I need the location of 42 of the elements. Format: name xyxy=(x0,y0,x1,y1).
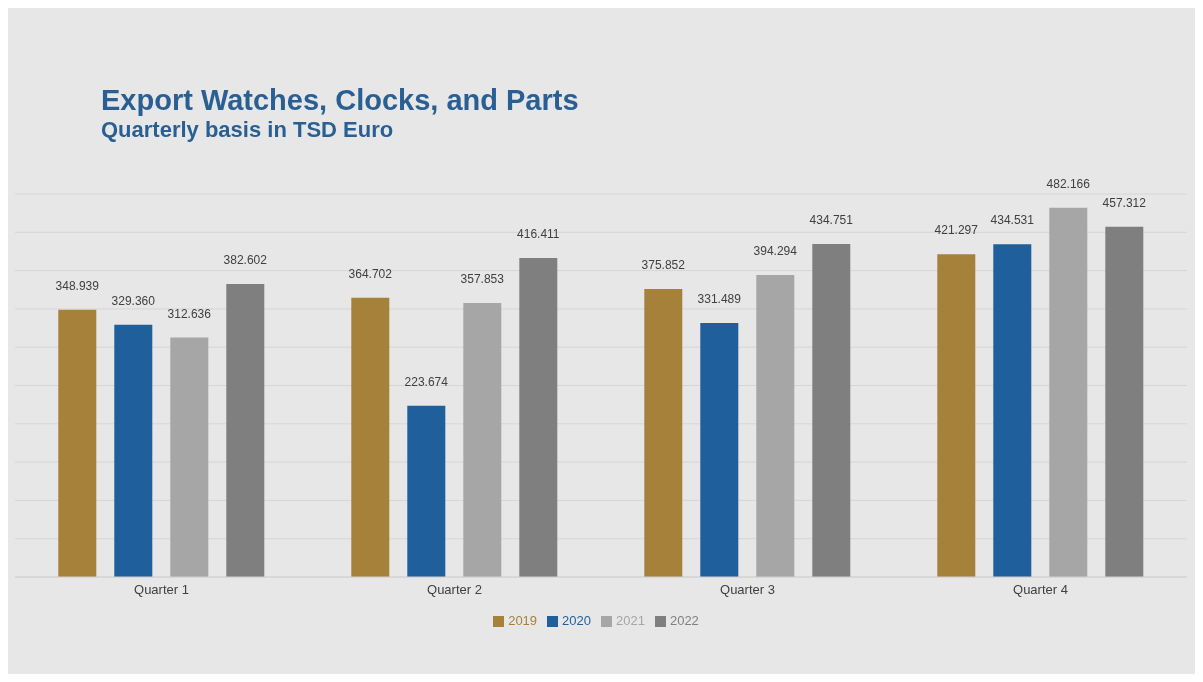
data-label: 434.531 xyxy=(990,213,1035,228)
bar xyxy=(58,309,97,577)
bar xyxy=(407,405,446,577)
data-label: 434.751 xyxy=(809,212,854,227)
data-label: 223.674 xyxy=(404,374,449,389)
bar xyxy=(1105,226,1144,577)
bar xyxy=(700,323,739,577)
data-label: 382.602 xyxy=(223,252,268,267)
bar xyxy=(170,337,209,577)
legend-label: 2020 xyxy=(562,613,591,628)
bar xyxy=(644,289,683,577)
x-tick-label: Quarter 3 xyxy=(720,582,775,598)
x-tick-label: Quarter 1 xyxy=(134,582,189,598)
data-label: 312.636 xyxy=(167,306,212,321)
bar xyxy=(114,324,153,577)
data-label: 394.294 xyxy=(753,243,798,258)
legend-label: 2021 xyxy=(616,613,645,628)
data-label: 421.297 xyxy=(934,223,979,238)
data-label: 416.411 xyxy=(517,227,560,242)
bar xyxy=(519,258,558,577)
bar xyxy=(351,297,390,577)
chart-subtitle: Quarterly basis in TSD Euro xyxy=(101,117,395,143)
bar xyxy=(937,254,976,577)
bar xyxy=(463,302,502,577)
data-label: 357.853 xyxy=(460,271,505,286)
bar xyxy=(812,243,851,577)
data-label: 329.360 xyxy=(111,293,156,308)
x-tick-label: Quarter 4 xyxy=(1013,582,1068,598)
bar xyxy=(756,274,795,577)
bar xyxy=(993,244,1032,577)
legend-label: 2019 xyxy=(508,613,538,628)
legend-label: 2022 xyxy=(669,613,699,628)
data-label: 364.702 xyxy=(348,266,393,281)
data-label: 457.312 xyxy=(1102,195,1147,210)
data-label: 375.852 xyxy=(641,258,686,273)
chart-title: Export Watches, Clocks, and Parts xyxy=(101,84,579,117)
data-label: 331.489 xyxy=(697,292,742,307)
bar xyxy=(1049,207,1088,577)
data-label: 482.166 xyxy=(1046,176,1091,191)
data-label: 348.939 xyxy=(55,278,100,293)
bar xyxy=(226,283,265,577)
x-tick-label: Quarter 2 xyxy=(427,582,482,598)
